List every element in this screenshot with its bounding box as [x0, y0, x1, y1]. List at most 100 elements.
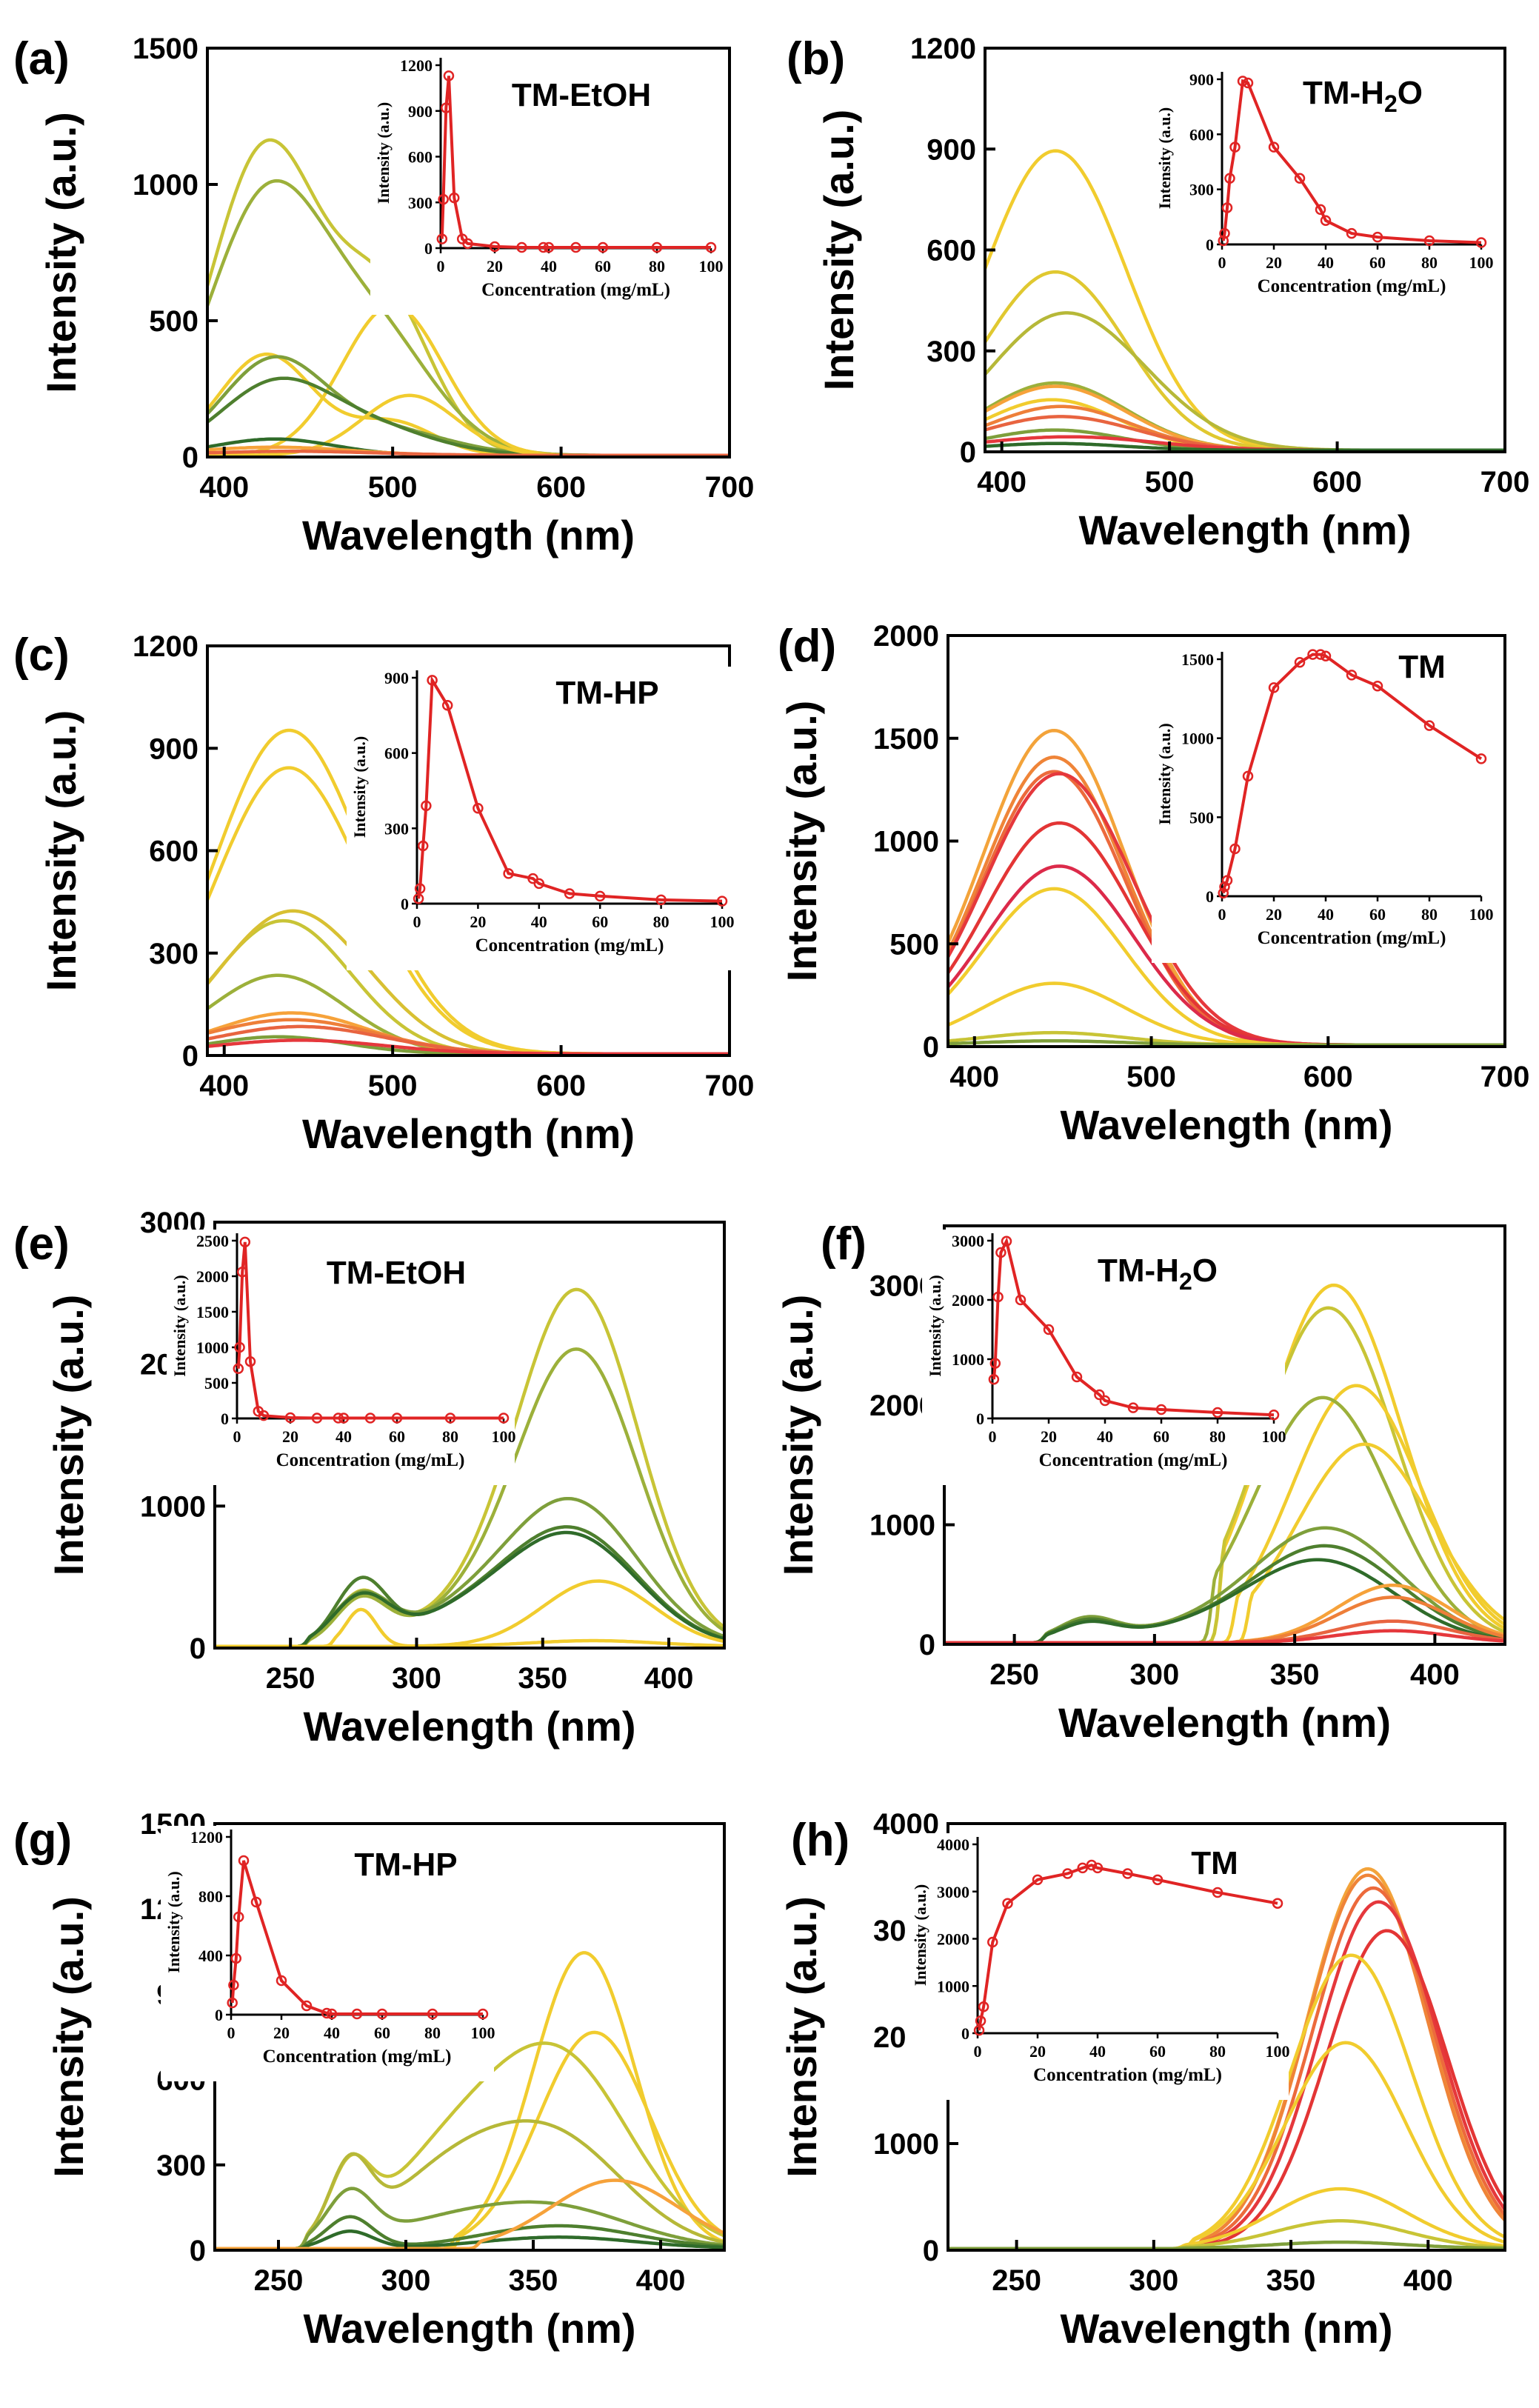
inset-x-tick-label: 60 — [374, 2024, 390, 2042]
inset-background — [1152, 648, 1492, 963]
inset-y-tick-label: 0 — [424, 239, 433, 258]
inset-x-tick-label: 40 — [335, 1427, 352, 1446]
inset-point — [1099, 1395, 1111, 1407]
inset-point — [1268, 1409, 1280, 1421]
y-axis-title: Intensity (a.u.) — [815, 110, 862, 391]
panel-h: (h)250 300 350 40001000200030004000Waveleng… — [778, 1808, 1506, 2352]
inset-point — [1221, 875, 1233, 886]
inset-x-tick-label: 20 — [282, 1427, 298, 1446]
x-tick-label: 250 — [992, 2264, 1041, 2297]
inset-x-tick-label: 80 — [1421, 253, 1438, 272]
inset-point — [975, 2015, 987, 2027]
x-tick-label: 400 — [949, 1061, 999, 1093]
inset-y-axis-title: Intensity (a.u.) — [911, 1884, 929, 1987]
spectra — [944, 1283, 1505, 1644]
inset-point — [364, 1413, 376, 1424]
inset-x-tick-label: 0 — [1218, 905, 1226, 924]
x-tick-label: 700 — [1480, 466, 1530, 498]
inset-x-tick-label: 20 — [487, 257, 503, 276]
x-tick-label: 600 — [1312, 466, 1362, 498]
inset-y-tick-label: 3000 — [952, 1232, 984, 1250]
y-tick-label: 0 — [190, 1632, 206, 1665]
x-tick-label: 250 — [989, 1658, 1039, 1691]
inset-point — [1224, 173, 1235, 184]
x-tick-label: 350 — [1270, 1658, 1320, 1691]
inset-point — [1475, 753, 1487, 764]
inset-x-tick-label: 80 — [653, 913, 670, 931]
y-tick-label: 500 — [149, 305, 198, 338]
y-tick-label: 0 — [190, 2235, 206, 2267]
x-tick-label: 400 — [1403, 2264, 1453, 2297]
inset-a: 0 20 40 60 80 100 0 300 600 900 1200 Concentration … — [370, 54, 724, 315]
x-tick-label: 600 — [536, 1070, 586, 1102]
x-tick-label: 500 — [1145, 466, 1195, 498]
inset-x-tick-label: 0 — [233, 1427, 241, 1446]
inset-point — [234, 1341, 245, 1353]
y-tick-label: 500 — [889, 928, 939, 961]
inset-point — [1294, 173, 1306, 184]
inset-y-axis-title: Intensity (a.u.) — [1155, 723, 1174, 825]
inset-point — [376, 2008, 388, 2020]
inset-point — [276, 1975, 287, 1987]
inset-point — [989, 1358, 1001, 1369]
x-tick-label: 400 — [636, 2264, 686, 2297]
inset-y-tick-label: 300 — [408, 193, 433, 212]
spectrum-line — [207, 1038, 730, 1055]
inset-point — [1372, 681, 1383, 692]
inset-x-tick-label: 60 — [1369, 905, 1386, 924]
inset-point — [987, 1936, 998, 1948]
inset-point — [1268, 141, 1280, 153]
inset-y-tick-label: 3000 — [937, 1883, 969, 1901]
inset-y-tick-label: 0 — [961, 2024, 969, 2043]
y-tick-label: 1000 — [869, 1510, 935, 1542]
y-tick-label: 0 — [923, 1031, 939, 1064]
inset-point — [498, 1413, 510, 1424]
inset-x-tick-label: 100 — [492, 1427, 516, 1446]
inset-x-tick-label: 80 — [442, 1427, 458, 1446]
inset-y-tick-label: 2000 — [952, 1291, 984, 1310]
inset-point — [1092, 1862, 1104, 1874]
spectra — [985, 149, 1505, 452]
spectra — [215, 1287, 724, 1648]
inset-x-tick-label: 0 — [227, 2024, 236, 2042]
y-tick-label: 1500 — [873, 723, 939, 756]
inset-point — [1294, 657, 1306, 668]
spectrum-line — [215, 2187, 724, 2250]
inset-point — [236, 1266, 248, 1278]
panel-label: (f) — [821, 1218, 867, 1270]
inset-y-tick-label: 1200 — [400, 56, 433, 75]
inset-point — [516, 241, 527, 253]
inset-point — [1122, 1868, 1133, 1879]
inset-y-tick-label: 400 — [198, 1947, 223, 1965]
inset-point — [716, 896, 728, 907]
inset-x-tick-label: 80 — [649, 257, 665, 276]
inset-point — [1423, 720, 1435, 731]
inset-point — [995, 1247, 1006, 1258]
y-axis-title: Intensity (a.u.) — [38, 710, 84, 992]
inset-y-tick-label: 900 — [1189, 70, 1214, 89]
inset-point — [441, 102, 452, 113]
panel-label: (e) — [13, 1218, 70, 1270]
inset-y-axis-title: Intensity (a.u.) — [374, 102, 393, 204]
inset-line — [440, 76, 711, 249]
inset-x-tick-label: 40 — [1318, 905, 1334, 924]
inset-y-tick-label: 0 — [1206, 887, 1214, 906]
inset-x-tick-label: 60 — [592, 913, 608, 931]
inset-point — [413, 893, 424, 904]
inset-x-tick-label: 0 — [989, 1427, 997, 1446]
inset-point — [1219, 227, 1230, 239]
y-tick-label: 1200 — [133, 630, 198, 663]
inset-x-axis-title: Concentration (mg/mL) — [276, 1450, 465, 1470]
x-tick-label: 700 — [705, 471, 755, 504]
inset-x-tick-label: 60 — [1153, 1427, 1169, 1446]
inset-y-tick-label: 500 — [204, 1374, 229, 1393]
x-tick-label: 500 — [368, 1070, 418, 1102]
inset-x-tick-label: 80 — [1421, 905, 1438, 924]
inset-y-tick-label: 1500 — [196, 1303, 229, 1321]
inset-y-tick-label: 2000 — [196, 1267, 229, 1286]
inset-x-tick-label: 80 — [424, 2024, 441, 2042]
y-tick-label: 0 — [919, 1629, 935, 1661]
inset-point — [1272, 1898, 1283, 1909]
